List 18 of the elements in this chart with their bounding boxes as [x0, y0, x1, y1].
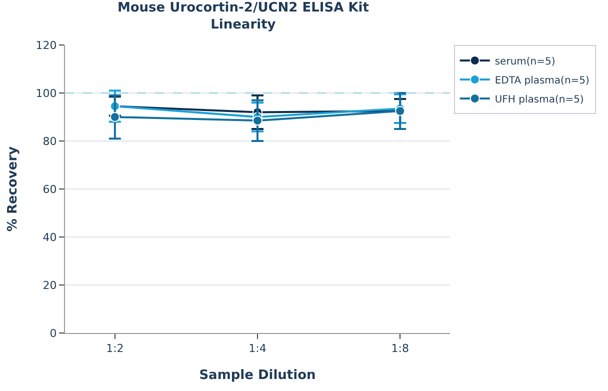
y-axis-title: % Recovery	[6, 146, 21, 232]
legend-label: EDTA plasma(n=5)	[494, 75, 590, 86]
y-tick-label: 20	[42, 278, 57, 292]
y-tick-label: 40	[42, 230, 57, 244]
x-tick-label: 1:8	[391, 342, 409, 356]
x-axis-title: Sample Dilution	[199, 368, 316, 383]
x-tick-label: 1:2	[106, 342, 124, 356]
chart-title: Mouse Urocortin-2/UCN2 ELISA Kit	[117, 0, 369, 16]
y-tick-label: 0	[50, 326, 57, 340]
y-tick-label: 60	[42, 182, 57, 196]
y-tick-label: 120	[36, 38, 57, 52]
y-tick-label: 80	[42, 134, 57, 148]
y-tick-label: 100	[36, 86, 57, 100]
x-tick-label: 1:4	[248, 342, 266, 356]
chart-subtitle: Linearity	[210, 18, 276, 33]
legend-label: serum(n=5)	[494, 56, 556, 68]
legend-label: UFH plasma(n=5)	[494, 94, 584, 106]
point	[252, 116, 262, 126]
